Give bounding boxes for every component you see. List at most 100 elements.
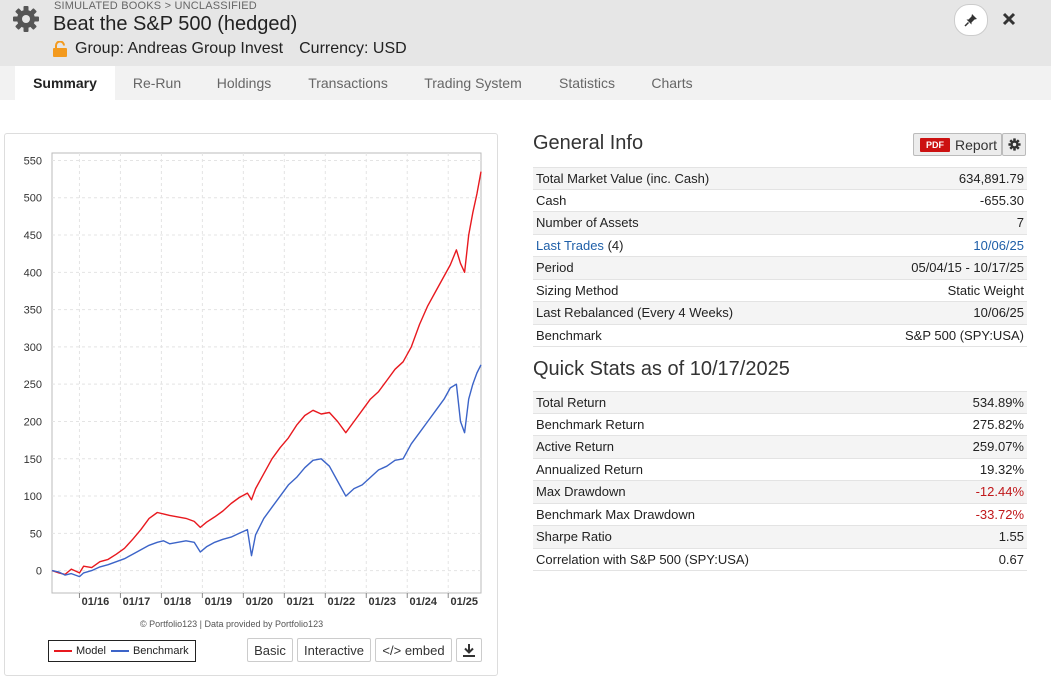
stat-label: Benchmark Return [536,416,645,432]
x-tick-label: 01/19 [205,596,233,608]
stat-row: Total Return 534.89% [533,391,1027,414]
info-row: Period 05/04/15 - 10/17/25 [533,257,1027,280]
tab-re-run[interactable]: Re-Run [132,75,182,91]
chart-credit: © Portfolio123 | Data provided by Portfo… [140,619,324,629]
quick-stats-table: Total Return 534.89% Benchmark Return 27… [533,391,1027,571]
info-row: Number of Assets 7 [533,212,1027,235]
y-tick-label: 400 [24,267,42,279]
last-trades-cell: Last Trades (4) [536,238,623,253]
pdf-badge: PDF [920,137,950,152]
gear-icon[interactable] [11,4,41,34]
lock-open-icon[interactable] [53,41,67,57]
tab-charts[interactable]: Charts [651,75,693,91]
info-label: Total Market Value (inc. Cash) [536,170,710,186]
stat-row: Benchmark Max Drawdown -33.72% [533,504,1027,526]
general-info-table: Total Market Value (inc. Cash) 634,891.7… [533,167,1027,347]
tab-statistics[interactable]: Statistics [558,75,615,91]
legend-benchmark-label[interactable]: Benchmark [132,645,189,657]
page-title: Beat the S&P 500 (hedged) [53,13,298,35]
stat-value: 0.67 [998,551,1024,567]
y-tick-label: 0 [36,566,42,578]
last-trades-date-link[interactable]: 10/06/25 [973,237,1024,253]
y-tick-label: 300 [24,342,42,354]
stat-label: Active Return [536,439,615,455]
y-tick-label: 250 [24,379,42,391]
tab-summary[interactable]: Summary [15,66,115,100]
x-tick-label: 01/25 [450,596,478,608]
y-tick-label: 100 [24,491,42,503]
info-label: Number of Assets [536,215,639,231]
info-row: Last Rebalanced (Every 4 Weeks) 10/06/25 [533,302,1027,325]
report-settings-button[interactable] [1002,133,1026,156]
tab-transactions[interactable]: Transactions [308,75,388,91]
y-tick-label: 450 [24,230,42,242]
stat-label: Benchmark Max Drawdown [536,506,695,522]
x-tick-label: 01/21 [287,596,315,608]
series-line-benchmark[interactable] [51,364,482,578]
stat-label: Max Drawdown [536,484,626,500]
legend-benchmark-swatch [110,650,129,652]
info-value: -655.30 [979,192,1024,208]
download-icon [463,643,475,657]
info-value: 05/04/15 - 10/17/25 [911,260,1024,276]
stat-value: 1.55 [998,529,1024,545]
stat-row: Active Return 259.07% [533,436,1027,459]
pin-icon [964,14,977,27]
stat-value: -12.44% [975,484,1024,500]
info-value: S&P 500 (SPY:USA) [905,327,1024,343]
stat-value: 275.82% [972,416,1024,432]
interactive-button[interactable]: Interactive [297,638,371,662]
gear-icon [1007,138,1021,151]
info-value: Static Weight [947,282,1024,298]
pin-button[interactable] [954,4,988,36]
last-trades-link[interactable]: Last Trades [536,237,604,253]
series-line-model[interactable] [51,171,482,576]
legend-model-swatch [54,650,72,652]
quick-stats-title: Quick Stats as of 10/17/2025 [533,358,790,380]
info-label: Sizing Method [536,282,619,298]
info-row: Total Market Value (inc. Cash) 634,891.7… [533,167,1027,190]
info-label: Cash [536,192,567,208]
stat-row: Sharpe Ratio 1.55 [533,526,1027,549]
general-info-title: General Info [533,132,644,154]
breadcrumb[interactable]: SIMULATED BOOKS > UNCLASSIFIED [54,0,257,12]
x-tick-label: 01/18 [164,596,192,608]
info-label: Last Rebalanced (Every 4 Weeks) [536,305,734,321]
stat-row: Annualized Return 19.32% [533,459,1027,481]
x-tick-label: 01/16 [82,596,110,608]
info-label: Period [536,260,574,276]
y-tick-label: 200 [24,416,42,428]
info-row: Sizing Method Static Weight [533,280,1027,302]
performance-chart[interactable]: 0 50 100 150 200 250 300 350 400 450 500 550 01/16 0… [0,140,500,620]
group-info-row: Group: Andreas Group Invest Currency: US… [53,40,407,58]
info-row: Cash -655.30 [533,190,1027,212]
x-tick-label: 01/24 [409,596,437,608]
info-value: 10/06/25 [973,305,1024,321]
tab-trading-system[interactable]: Trading System [424,75,522,91]
y-tick-label: 500 [24,193,42,205]
download-button[interactable] [456,638,482,662]
pdf-report-button[interactable]: PDF Report [913,133,1002,156]
info-value: 634,891.79 [958,170,1024,186]
tab-holdings[interactable]: Holdings [216,75,272,91]
stat-label: Correlation with S&P 500 (SPY:USA) [536,551,749,567]
info-row: Last Trades (4) 10/06/25 [533,235,1027,257]
basic-button[interactable]: Basic [247,638,293,662]
x-tick-label: 01/20 [246,596,274,608]
y-tick-label: 350 [24,305,42,317]
embed-button[interactable]: </> embed [375,638,452,662]
legend-model-label[interactable]: Model [76,645,106,657]
stat-value: 259.07% [972,439,1024,455]
info-row: Benchmark S&P 500 (SPY:USA) [533,325,1027,347]
stat-row: Max Drawdown -12.44% [533,481,1027,504]
stat-label: Annualized Return [536,461,643,477]
currency-label: Currency: USD [299,40,407,57]
x-tick-label: 01/22 [328,596,356,608]
y-tick-label: 50 [30,528,42,540]
close-icon [1002,12,1016,26]
chart-legend: Model Benchmark [48,640,196,662]
header-bar [0,0,1051,66]
close-button[interactable] [999,8,1019,30]
y-tick-label: 150 [24,454,42,466]
report-label: Report [955,136,998,153]
